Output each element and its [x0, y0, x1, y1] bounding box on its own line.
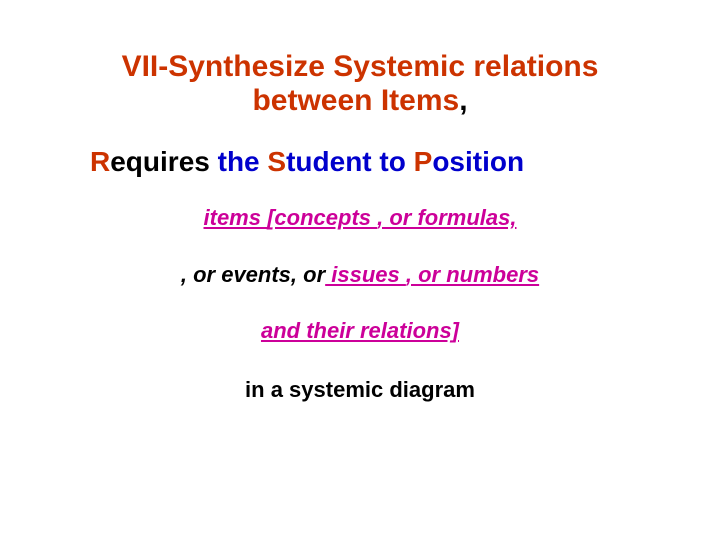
line-relations: and their relations]: [60, 317, 660, 346]
subtitle-P: P: [414, 146, 433, 177]
title-line-2: between Items,: [60, 84, 660, 118]
subtitle-osition: osition: [432, 146, 524, 177]
or-numbers: , or numbers: [406, 262, 539, 287]
relations-text: and their relations]: [261, 318, 459, 343]
concepts-text: [concepts: [267, 205, 377, 230]
line-events: , or events, or issues , or numbers: [60, 261, 660, 290]
subtitle: Requires the Student to Position: [90, 146, 660, 178]
title-text-1: Synthesize Systemic relations: [168, 50, 598, 83]
slide-container: VII-Synthesize Systemic relations betwee…: [0, 0, 720, 444]
slide-title: VII-Synthesize Systemic relations betwee…: [60, 50, 660, 118]
subtitle-R: R: [90, 146, 110, 177]
issues: issues: [325, 262, 406, 287]
subtitle-tudent-to: tudent to: [286, 146, 414, 177]
title-prefix: VII-: [122, 50, 169, 83]
subtitle-the: the: [210, 146, 268, 177]
line-items: items [concepts , or formulas,: [60, 204, 660, 233]
subtitle-S: S: [267, 146, 286, 177]
subtitle-equires: equires: [110, 146, 210, 177]
title-comma: ,: [459, 84, 467, 117]
line-diagram: in a systemic diagram: [60, 376, 660, 405]
title-text-2: between Items: [252, 84, 459, 117]
diagram-text: in a systemic diagram: [245, 377, 475, 402]
title-line-1: VII-Synthesize Systemic relations: [60, 50, 660, 84]
or-events: , or events, or: [181, 262, 325, 287]
items-text: items: [204, 205, 268, 230]
or-formulas: , or formulas,: [377, 205, 516, 230]
